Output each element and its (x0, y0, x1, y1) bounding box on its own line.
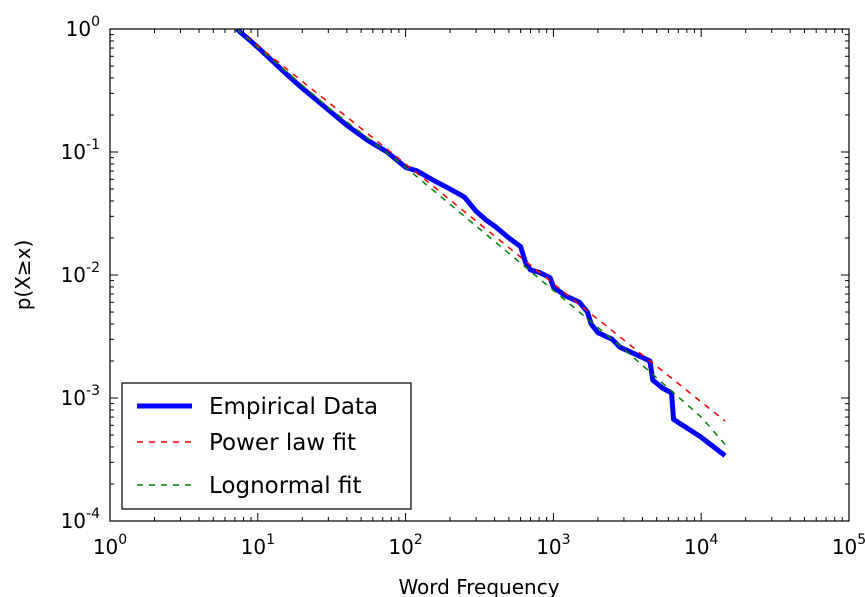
legend-label: Lognormal fit (209, 473, 362, 499)
y-tick-label: 100 (66, 14, 100, 41)
x-tick-label: 101 (241, 532, 275, 559)
x-tick-label: 103 (536, 532, 570, 559)
y-tick-label: 10-4 (61, 506, 101, 533)
legend-label: Empirical Data (209, 394, 378, 420)
y-axis-label: p(X≥x) (11, 240, 35, 311)
x-tick-label: 100 (93, 532, 127, 559)
y-tick-label: 10-1 (61, 137, 100, 164)
legend: Empirical Data Power law fit Lognormal fit (122, 383, 411, 509)
x-axis-label: Word Frequency (398, 575, 559, 597)
y-tick-label: 10-2 (61, 260, 100, 287)
x-tick-label: 104 (684, 532, 718, 559)
x-tick-label: 102 (388, 532, 422, 559)
legend-label: Power law fit (209, 430, 356, 456)
y-tick-label: 10-3 (61, 383, 100, 410)
x-tick-label: 105 (832, 532, 865, 559)
